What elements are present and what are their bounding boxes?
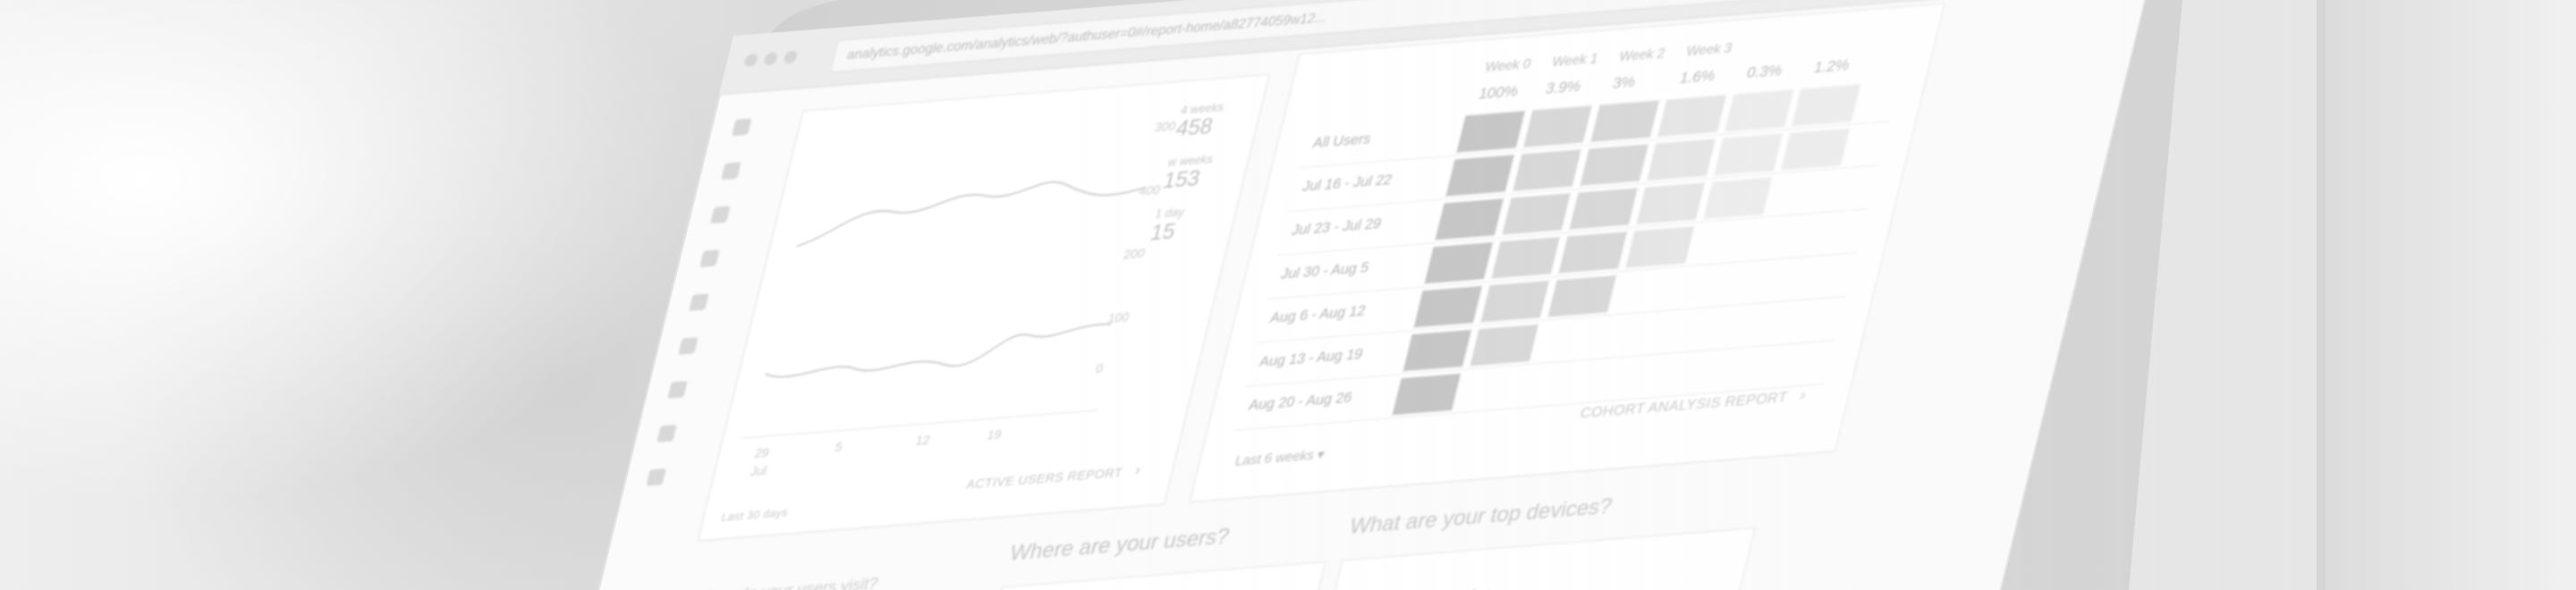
week-header: Week 1 bbox=[1550, 50, 1600, 71]
cohort-cell[interactable] bbox=[1724, 88, 1794, 132]
y-tick: 100 bbox=[1106, 309, 1131, 326]
y-tick: 200 bbox=[1122, 245, 1147, 262]
date-range-select-label: Last 6 weeks bbox=[1233, 447, 1316, 469]
cohort-row-label: Jul 23 - Jul 29 bbox=[1290, 215, 1384, 240]
cohort-cell[interactable] bbox=[1479, 280, 1550, 324]
cohort-cell[interactable] bbox=[1455, 110, 1526, 154]
cohort-cell[interactable] bbox=[1501, 192, 1572, 236]
date-range-select[interactable]: Last 6 weeks ▾ bbox=[1233, 446, 1326, 469]
cohort-percentage: 3.9% bbox=[1544, 77, 1583, 97]
chevron-right-icon: › bbox=[1132, 459, 1144, 479]
cohort-cell[interactable] bbox=[1568, 187, 1639, 231]
cohort-row-label: Aug 6 - Aug 12 bbox=[1268, 303, 1368, 326]
clock-icon[interactable] bbox=[710, 206, 731, 224]
section-title-when: When do your users visit? bbox=[690, 574, 880, 590]
cohort-cell[interactable] bbox=[1791, 83, 1861, 127]
cohort-cell[interactable] bbox=[1434, 198, 1504, 241]
active-users-kpis: 4 weeks 458 w weeks 153 1 day 15 bbox=[1148, 84, 1267, 246]
home-icon[interactable] bbox=[732, 118, 752, 137]
x-month-label: Jul bbox=[749, 462, 768, 479]
dropdown-arrow-icon: ▾ bbox=[1315, 446, 1326, 463]
person-icon[interactable] bbox=[699, 249, 720, 267]
y-tick: 300 bbox=[1153, 117, 1178, 135]
cohort-cell[interactable] bbox=[1469, 324, 1540, 367]
cohort-cell[interactable] bbox=[1657, 94, 1727, 138]
active-users-report-label: ACTIVE USERS REPORT bbox=[964, 464, 1125, 492]
cohort-row-label: All Users bbox=[1311, 131, 1373, 152]
cohort-report-link[interactable]: COHORT ANALYSIS REPORT › bbox=[1579, 385, 1809, 422]
section-title-where: Where are your users? bbox=[1007, 524, 1233, 566]
cohort-row-label: Jul 30 - Aug 5 bbox=[1279, 259, 1371, 282]
cohort-cell[interactable] bbox=[1713, 132, 1784, 176]
cohort-row-label: Aug 13 - Aug 19 bbox=[1258, 346, 1365, 370]
cohort-analysis-card: Week 0 Week 1 Week 2 Week 3 100% 3.9% 3%… bbox=[1189, 3, 1945, 502]
behavior-icon[interactable] bbox=[678, 337, 699, 355]
close-dot-icon[interactable] bbox=[743, 53, 759, 68]
maximize-dot-icon[interactable] bbox=[783, 50, 799, 64]
cohort-cell[interactable] bbox=[1557, 231, 1628, 274]
date-range-note: Last 30 days bbox=[720, 506, 790, 525]
minimize-dot-icon[interactable] bbox=[763, 52, 779, 66]
settings-icon[interactable] bbox=[646, 468, 666, 486]
cohort-row-label: Aug 20 - Aug 26 bbox=[1247, 390, 1354, 414]
cohort-cell[interactable] bbox=[1646, 138, 1716, 181]
laptop-screen: analytics.google.com/analytics/web/?auth… bbox=[564, 0, 2165, 590]
cohort-cell[interactable] bbox=[1490, 236, 1561, 280]
cohort-cell[interactable] bbox=[1522, 105, 1593, 148]
cohort-percentage: 100% bbox=[1477, 81, 1521, 103]
cohort-cell[interactable] bbox=[1402, 328, 1473, 373]
cohort-report-label: COHORT ANALYSIS REPORT bbox=[1578, 390, 1790, 422]
active-users-line-chart bbox=[741, 181, 1145, 439]
dashboard-icon[interactable] bbox=[721, 162, 741, 181]
cohort-cell[interactable] bbox=[1546, 274, 1617, 318]
cohort-cell[interactable] bbox=[1445, 154, 1515, 198]
window-controls[interactable] bbox=[742, 50, 806, 72]
section-title-devices: What are your top devices? bbox=[1347, 493, 1615, 539]
cohort-cell[interactable] bbox=[1412, 285, 1483, 329]
cohort-row-label: Jul 16 - Jul 22 bbox=[1301, 172, 1394, 196]
line-series-upper bbox=[796, 181, 1145, 248]
cohort-cell[interactable] bbox=[1579, 143, 1649, 187]
cohort-cell[interactable] bbox=[1702, 176, 1773, 220]
acquisition-icon[interactable] bbox=[689, 293, 709, 311]
cohort-percentage: 3% bbox=[1611, 72, 1638, 92]
cohort-percentage: 1.2% bbox=[1812, 55, 1852, 77]
week-header: Week 0 bbox=[1483, 55, 1533, 76]
cohort-cell[interactable] bbox=[1423, 241, 1494, 285]
chevron-right-icon: › bbox=[1798, 385, 1809, 405]
cohort-cell[interactable] bbox=[1635, 181, 1706, 225]
discover-icon[interactable] bbox=[657, 424, 677, 442]
active-users-card: 300 400 200 100 0 29 Jul 5 12 19 4 weeks… bbox=[697, 73, 1270, 542]
y-tick: 400 bbox=[1137, 181, 1163, 198]
sessions-by-device-title: Sessions by device bbox=[1352, 585, 1494, 590]
line-series-lower bbox=[765, 323, 1112, 378]
flag-icon[interactable] bbox=[667, 381, 688, 399]
cohort-cell[interactable] bbox=[1780, 127, 1851, 171]
week-header: Week 2 bbox=[1617, 45, 1667, 65]
cohort-cell[interactable] bbox=[1391, 372, 1462, 417]
active-users-report-link[interactable]: ACTIVE USERS REPORT › bbox=[964, 460, 1143, 493]
cohort-percentage: 0.3% bbox=[1745, 61, 1784, 81]
week-header: Week 3 bbox=[1684, 39, 1734, 60]
cohort-percentage: 1.6% bbox=[1678, 66, 1717, 87]
cohort-cell[interactable] bbox=[1512, 148, 1582, 192]
cohort-cell[interactable] bbox=[1589, 99, 1660, 143]
cohort-cell[interactable] bbox=[1624, 225, 1695, 269]
